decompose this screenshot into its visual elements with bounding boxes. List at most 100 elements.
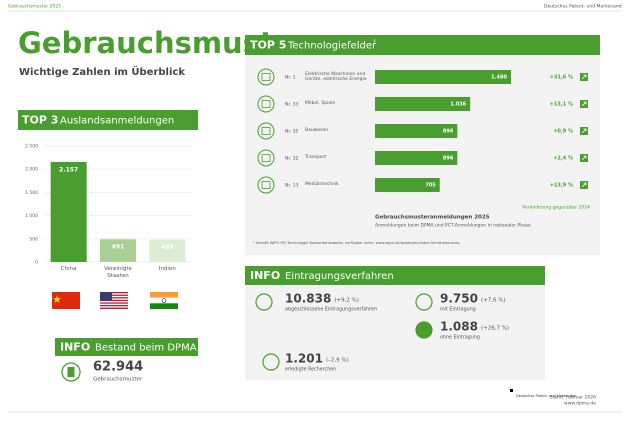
change-label: +0,9 % — [553, 129, 573, 135]
rank-label: Nr. 13 — [285, 183, 299, 189]
rank-label: Nr. 33 — [285, 102, 299, 108]
item-change: (+7,6 %) — [481, 298, 506, 304]
top3-label: TOP 3 — [22, 114, 58, 127]
field-icon-glyph — [261, 100, 271, 108]
y-tick-label: 1.000 — [25, 213, 38, 219]
footer-date: Stand: Februar 2026 — [550, 395, 596, 401]
x-tick-label-box: Vereinigte Staaten — [104, 266, 132, 279]
header-right: Deutsches Patent- und Markenamt — [544, 4, 622, 10]
bar — [149, 239, 186, 262]
value-label: 1.036 — [450, 102, 466, 108]
value-label: 2.157 — [59, 166, 78, 173]
field-icon — [257, 122, 275, 140]
change-label: +2,4 % — [553, 156, 573, 162]
stock-header — [55, 338, 198, 356]
item-icon — [415, 321, 433, 339]
category-label: Bauwesen — [305, 128, 329, 134]
y-tick-label: 500 — [29, 236, 38, 242]
item-value: 9.750 — [440, 292, 478, 306]
category-label-box: Medizintechnik — [305, 182, 339, 187]
rank-label: Nr. 1 — [285, 75, 296, 81]
rank-label: Nr. 32 — [285, 156, 299, 162]
flag-china — [52, 292, 80, 309]
change-label: +13,1 % — [550, 102, 573, 108]
item-icon — [262, 353, 280, 371]
category-label: Elektrische Maschinen und Geräte, elektr… — [305, 71, 367, 82]
procedure-title: Eintragungsverfahren — [285, 271, 394, 282]
footer-logo: Deutsches Patent- und Markenamt — [516, 394, 577, 398]
bar — [375, 97, 471, 111]
item-icon — [255, 293, 273, 311]
footer-url: www.dpma.de — [564, 401, 596, 407]
category-label: Möbel, Spiele — [305, 101, 336, 107]
top3-chart: 0 500 1.000 1.500 2.000 2.500 2.157 China 491 Ver… — [25, 144, 192, 279]
top5-label: TOP 5 — [250, 39, 286, 52]
stock-value: 62.944 — [93, 360, 143, 375]
arrow-glyph — [581, 101, 587, 107]
procedure-label: INFO — [250, 269, 280, 282]
value-label: 896 — [443, 156, 454, 162]
top5-title-note: 1 — [373, 40, 377, 46]
field-icon-glyph — [261, 127, 271, 135]
stock-icon-doc — [67, 367, 75, 377]
top5-caption-sub: Anmeldungen beim DPMA und PCT-Anmeldunge… — [375, 223, 531, 229]
arrow-glyph — [581, 128, 587, 134]
top5-caption: Gebrauchsmusteranmeldungen 2025 — [375, 215, 490, 221]
stock-title: Bestand beim DPMA — [95, 343, 197, 354]
procedure-panel — [245, 285, 545, 380]
arrow-glyph — [581, 182, 587, 188]
value-label: 491 — [112, 244, 125, 251]
top5-chart: Nr. 1 Elektrische Maschinen und Geräte, e… — [257, 68, 588, 194]
arrow-glyph — [581, 155, 587, 161]
flag-india — [150, 292, 178, 309]
bar — [375, 70, 511, 84]
x-tick-label-box: China — [60, 266, 77, 272]
item-text: mit Eintragung — [440, 307, 476, 313]
field-icon — [257, 95, 275, 113]
change-note: Veränderung gegenüber 2024 — [522, 205, 590, 211]
value-label: 896 — [443, 129, 454, 135]
field-icon — [257, 68, 275, 86]
item-value: 10.838 — [285, 292, 331, 306]
change-label: +31,6 % — [550, 75, 573, 81]
field-icon — [257, 176, 275, 194]
item-value: 1.201 — [285, 352, 323, 366]
bar — [100, 239, 136, 262]
bar — [375, 124, 458, 138]
procedure-header — [245, 266, 545, 285]
value-label: 705 — [425, 183, 436, 189]
top5-footnote: ¹ Gemäß WIPO IPC-Technologie Konkordanzt… — [253, 241, 460, 245]
value-label: 1.480 — [491, 75, 507, 81]
change-label: +13,9 % — [550, 183, 573, 189]
bar — [375, 178, 440, 192]
x-tick-label: China — [60, 266, 77, 272]
rank-label: Nr. 35 — [285, 129, 299, 135]
top5-header — [245, 35, 600, 55]
item-text: erledigte Recherchen — [285, 367, 336, 373]
logo-eagle — [510, 389, 513, 392]
category-label-box: Möbel, Spiele — [305, 101, 336, 107]
y-tick-label: 1.500 — [25, 190, 38, 196]
item-value: 1.088 — [440, 320, 478, 334]
bar — [50, 161, 87, 262]
item-change: (+9,2 %) — [334, 298, 359, 304]
category-label: Transport — [305, 155, 327, 161]
top5-title: Technologiefelder — [287, 41, 377, 52]
page-subtitle: Wichtige Zahlen im Überblick — [19, 64, 185, 78]
category-label-box: Bauwesen — [305, 128, 329, 134]
header-left: Gebrauchsmuster 2025 — [8, 4, 61, 10]
flag-usa — [100, 292, 128, 309]
stock-label: INFO — [60, 341, 90, 354]
field-icon-glyph — [261, 181, 271, 189]
category-label-box: Elektrische Maschinen und Geräte, elektr… — [305, 71, 367, 82]
item-change: (+26,7 %) — [481, 326, 509, 332]
x-tick-label: Vereinigte Staaten — [104, 266, 132, 279]
category-label-box: Transport — [305, 155, 327, 161]
field-icon-glyph — [261, 154, 271, 162]
value-label: 485 — [161, 244, 174, 251]
x-tick-label-box: Indien — [159, 266, 176, 272]
bar — [375, 151, 458, 165]
y-tick-label: 2.000 — [25, 167, 38, 173]
y-tick-label: 2.500 — [25, 144, 38, 150]
